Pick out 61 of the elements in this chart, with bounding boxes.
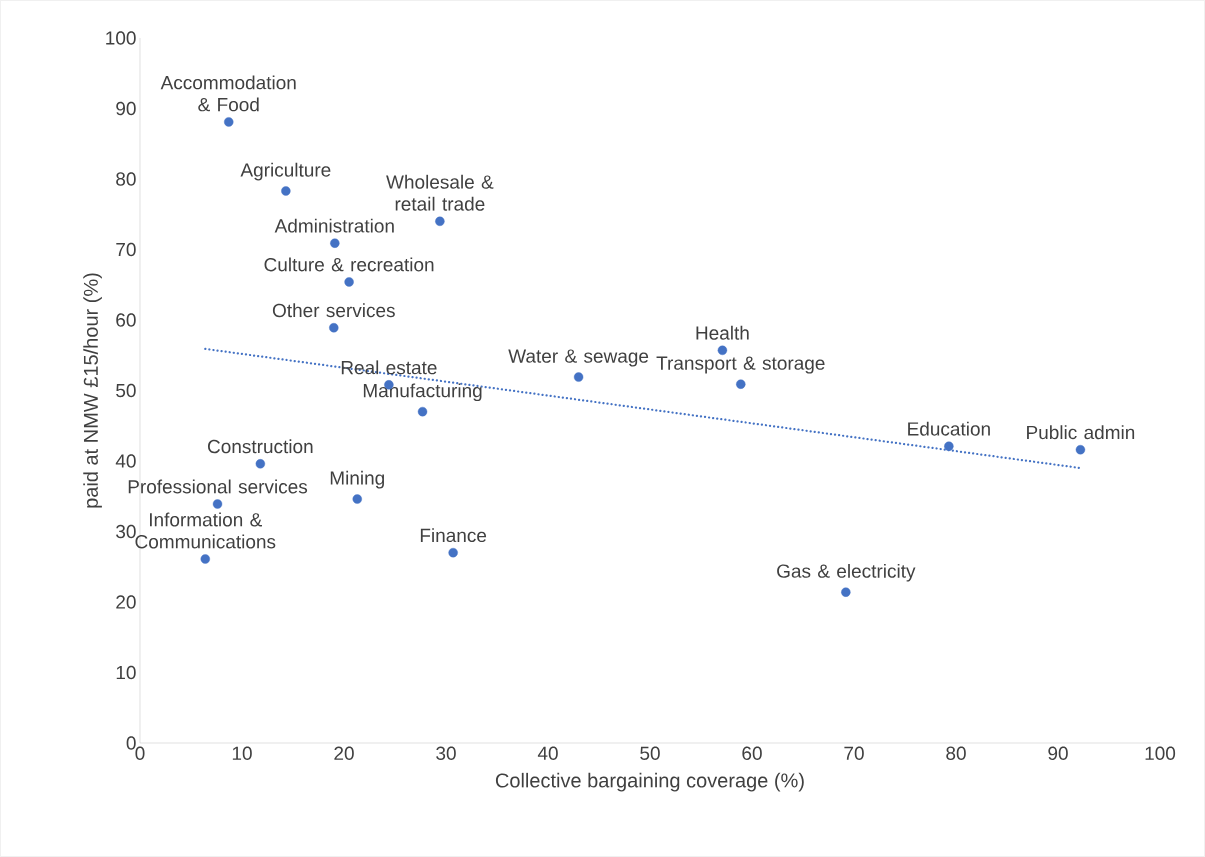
point bbox=[330, 238, 340, 248]
point bbox=[212, 499, 223, 509]
point bbox=[224, 117, 234, 127]
point bbox=[717, 345, 728, 356]
y-tick-label: 50 bbox=[116, 383, 136, 398]
x-tick-label: 80 bbox=[946, 746, 966, 760]
x-tick-label: 90 bbox=[1048, 746, 1068, 760]
x-tick-label: 70 bbox=[844, 746, 864, 760]
annotation: Water & sewage bbox=[508, 349, 649, 367]
annotation: Other services bbox=[272, 303, 395, 318]
point bbox=[200, 554, 210, 564]
point bbox=[352, 494, 362, 504]
x-tick-label: 40 bbox=[537, 746, 558, 760]
annotation: Finance bbox=[420, 528, 487, 543]
y-tick-label: 90 bbox=[116, 101, 136, 116]
annotation: Construction bbox=[207, 439, 313, 454]
point bbox=[417, 406, 428, 417]
point bbox=[573, 372, 584, 382]
annotation: Professional services bbox=[128, 479, 308, 494]
x-tick-label: 0 bbox=[135, 746, 145, 760]
annotation: Transport & storage bbox=[656, 356, 825, 374]
y-tick-label: 40 bbox=[115, 454, 136, 468]
x-tick-label: 100 bbox=[1145, 746, 1176, 760]
y-tick-label: 30 bbox=[116, 524, 136, 539]
x-tick-label: 50 bbox=[640, 746, 660, 760]
annotation: Agriculture bbox=[240, 162, 331, 181]
annotation: Accommodation & Food bbox=[160, 75, 296, 112]
annotation: Health bbox=[696, 325, 749, 340]
point bbox=[255, 459, 266, 469]
y-tick-label: 80 bbox=[116, 172, 136, 186]
x-tick-label: 10 bbox=[232, 746, 252, 760]
annotation: Culture & recreation bbox=[264, 257, 434, 272]
y-axis-title: paid at NMW £15/hour (%) bbox=[83, 273, 102, 508]
annotation: Administration bbox=[274, 218, 394, 233]
x-tick-label: 60 bbox=[742, 746, 762, 760]
point bbox=[435, 216, 445, 226]
y-tick-label: 60 bbox=[116, 313, 136, 327]
point bbox=[841, 587, 851, 597]
annotation: Information & Communications bbox=[135, 512, 276, 549]
point bbox=[448, 547, 458, 558]
annotation: Real estate bbox=[341, 360, 437, 375]
point bbox=[281, 186, 291, 196]
annotation: Manufacturing bbox=[363, 383, 482, 402]
y-tick-label: 0 bbox=[126, 736, 136, 750]
annotation: Gas & electricity bbox=[777, 563, 916, 582]
y-tick-label: 20 bbox=[116, 595, 136, 609]
point bbox=[1075, 445, 1086, 455]
point bbox=[329, 323, 339, 333]
point bbox=[344, 277, 354, 287]
x-tick-label: 20 bbox=[334, 746, 354, 760]
point bbox=[944, 441, 954, 451]
y-tick-label: 70 bbox=[116, 242, 136, 257]
annotation: Wholesale & retail trade bbox=[386, 174, 494, 211]
y-tick-label: 10 bbox=[116, 665, 136, 680]
y-tick-label: 100 bbox=[106, 31, 136, 45]
point bbox=[736, 379, 746, 389]
annotation: Public admin bbox=[1027, 425, 1135, 440]
annotation: Mining bbox=[330, 470, 384, 489]
annotation: Education bbox=[908, 421, 990, 436]
x-tick-label: 30 bbox=[436, 746, 456, 760]
x-axis-title: Collective bargaining coverage (%) bbox=[495, 772, 804, 792]
